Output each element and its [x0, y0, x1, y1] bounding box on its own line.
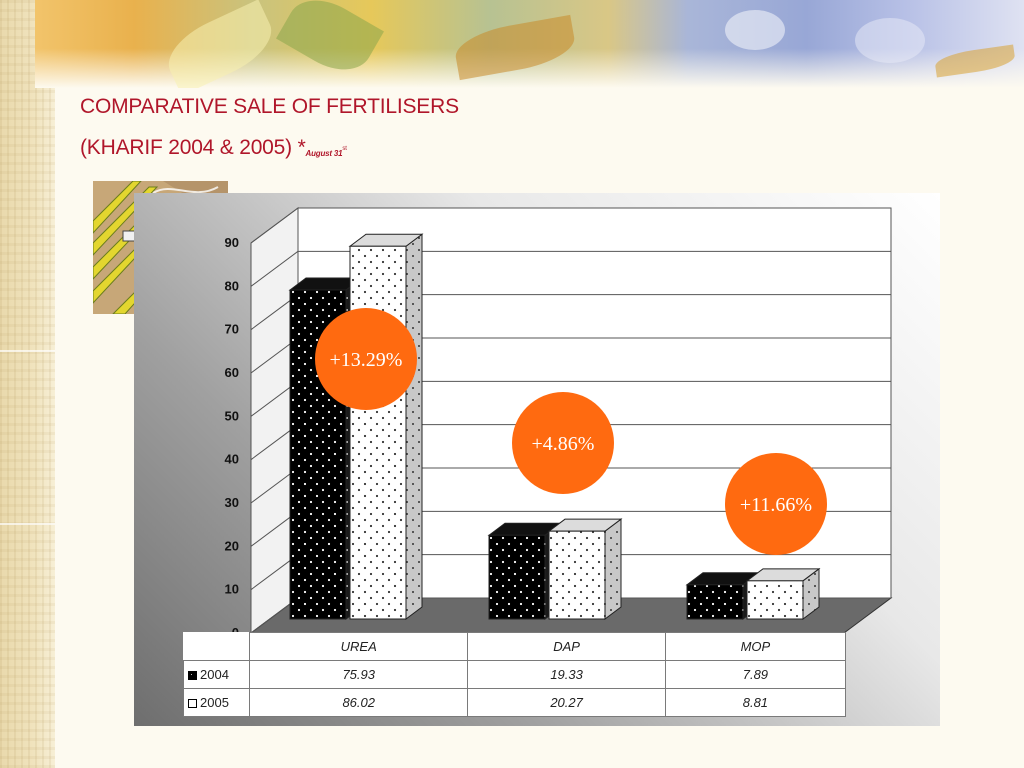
bar-2005-dap: [548, 530, 606, 620]
leaf-shape: [855, 18, 925, 63]
growth-badge: [512, 392, 614, 494]
category-label: DAP: [467, 632, 666, 661]
leaf-shape: [452, 14, 578, 81]
legend-swatch-2004: [188, 671, 197, 680]
y-tick-label: 60: [225, 365, 239, 380]
growth-badge-label: +4.86%: [532, 433, 595, 455]
table-header-row: UREA DAP MOP: [183, 632, 847, 661]
y-axis-tick-labels: 0102030405060708090: [225, 235, 239, 640]
leaf-shape: [158, 0, 282, 88]
leaf-shape: [725, 10, 785, 50]
bar-2004-dap: [488, 534, 546, 620]
y-tick-label: 30: [225, 495, 239, 510]
legend-entry-2005: 2005: [183, 688, 250, 717]
leaf-shape: [276, 0, 384, 84]
growth-badge: [315, 308, 417, 410]
data-label: 20.27: [467, 688, 666, 717]
legend-label: 2004: [200, 667, 229, 682]
growth-badge-label: +11.66%: [740, 494, 812, 516]
bar-2005-urea: [349, 245, 407, 620]
y-tick-label: 90: [225, 235, 239, 250]
data-label: 19.33: [467, 660, 666, 689]
data-label: 8.81: [664, 688, 847, 717]
legend-swatch-2005: [188, 699, 197, 708]
slide-subtitle: (KHARIF 2004 & 2005) *August 31st: [80, 136, 347, 160]
bar-side-2005-dap: [604, 518, 622, 620]
y-tick-label: 10: [225, 582, 239, 597]
date-note-suffix: st: [342, 146, 347, 152]
gridline-side: [250, 250, 299, 287]
chart-plot: 0102030405060708090 +13.29%+4.86%+11.66%: [225, 207, 893, 640]
slide-subtitle-text: (KHARIF 2004 & 2005) *: [80, 136, 306, 159]
table-row: 2005 86.02 20.27 8.81: [183, 688, 847, 717]
leaf-shape: [933, 44, 1017, 78]
y-tick-label: 80: [225, 278, 239, 293]
category-label: MOP: [664, 632, 847, 661]
y-tick-label: 50: [225, 408, 239, 423]
y-tick-label: 40: [225, 452, 239, 467]
table-row: 2004 75.93 19.33 7.89: [183, 660, 847, 689]
date-note: August 31: [305, 149, 343, 158]
category-label: UREA: [248, 632, 469, 661]
slide-title: COMPARATIVE SALE OF FERTILISERS: [80, 95, 459, 118]
data-label: 7.89: [664, 660, 847, 689]
bar-2005-mop: [746, 580, 804, 620]
strip-seam: [0, 523, 55, 525]
legend-entry-2004: 2004: [183, 660, 250, 689]
bar-side-2005-urea: [405, 233, 423, 620]
strip-seam: [0, 350, 55, 352]
data-label: 86.02: [248, 688, 469, 717]
y-tick-label: 20: [225, 538, 239, 553]
growth-badges: +13.29% +4.86% +11.66%: [315, 308, 827, 555]
chart-panel: 0102030405060708090 +13.29%+4.86%+11.66%…: [134, 193, 940, 726]
decorative-top-banner: [35, 0, 1024, 88]
data-label: 75.93: [248, 660, 469, 689]
legend-label: 2005: [200, 695, 229, 710]
decorative-left-strip: [0, 0, 55, 768]
table-corner: [183, 632, 250, 661]
y-tick-label: 70: [225, 322, 239, 337]
chart-data-table: UREA DAP MOP 2004 75.93 19.33 7.89 2005 …: [183, 632, 847, 717]
bar-2004-mop: [686, 584, 744, 620]
gridline-side: [250, 207, 299, 244]
growth-badge-label: +13.29%: [330, 349, 403, 371]
growth-badge: [725, 453, 827, 555]
